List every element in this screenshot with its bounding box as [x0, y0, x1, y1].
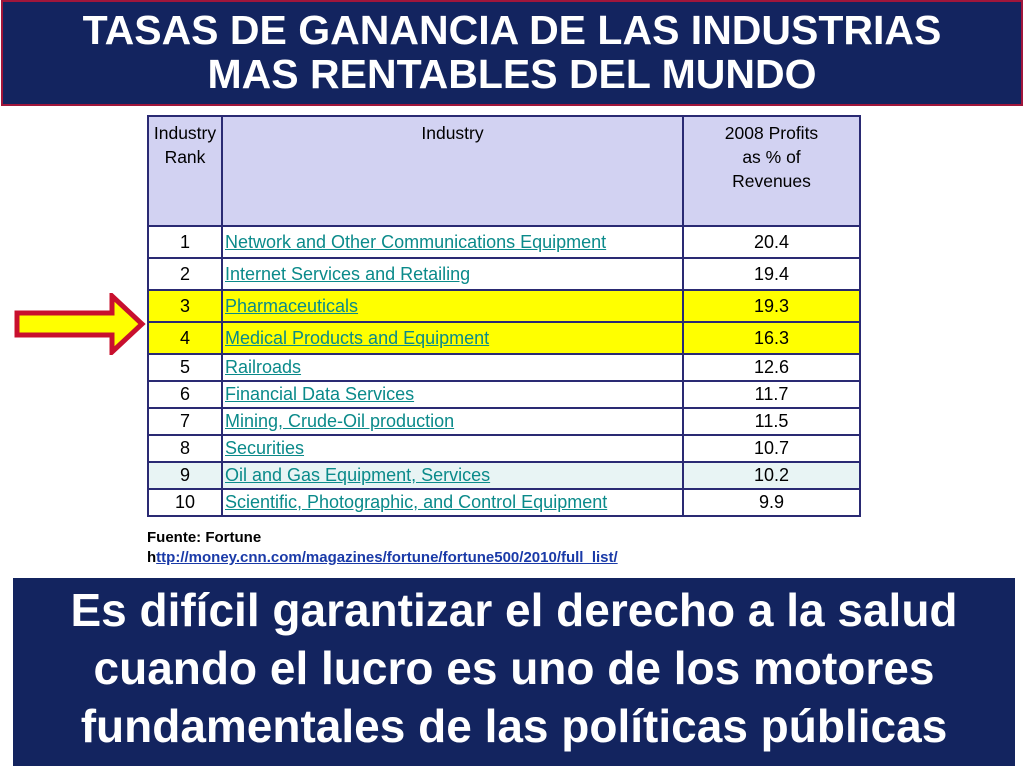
industry-link[interactable]: Railroads: [225, 357, 302, 377]
table-row: 7 Mining, Crude-Oil production 11.5: [147, 407, 861, 436]
rank-cell: 3: [147, 289, 223, 323]
value-cell: 16.3: [682, 321, 861, 355]
statement-line-2: cuando el lucro es uno de los motores: [93, 642, 935, 694]
industry-cell: Securities: [221, 434, 684, 463]
header-profits-percent: 2008 Profits as % of Revenues: [682, 115, 861, 227]
table-row-highlighted: 3 Pharmaceuticals 19.3: [147, 289, 861, 323]
value-cell: 11.7: [682, 380, 861, 409]
industry-cell: Network and Other Communications Equipme…: [221, 225, 684, 259]
industry-link[interactable]: Mining, Crude-Oil production: [225, 411, 455, 431]
source-url[interactable]: http://money.cnn.com/magazines/fortune/f…: [147, 549, 618, 566]
industry-link[interactable]: Securities: [225, 438, 305, 458]
source-link[interactable]: ttp://money.cnn.com/magazines/fortune/fo…: [156, 549, 618, 566]
table-row: 9 Oil and Gas Equipment, Services 10.2: [147, 461, 861, 490]
table-row: 8 Securities 10.7: [147, 434, 861, 463]
value-cell: 10.2: [682, 461, 861, 490]
title-line-2: MAS RENTABLES DEL MUNDO: [207, 51, 817, 97]
value-cell: 19.4: [682, 257, 861, 291]
table-header-row: Industry Rank Industry 2008 Profits as %…: [147, 115, 861, 227]
rank-cell: 1: [147, 225, 223, 259]
right-arrow-icon: [14, 293, 146, 355]
source-note: Fuente: Fortune http://money.cnn.com/mag…: [147, 528, 618, 568]
statement-line-1: Es difícil garantizar el derecho a la sa…: [70, 584, 958, 636]
industry-cell: Oil and Gas Equipment, Services: [221, 461, 684, 490]
industry-cell: Mining, Crude-Oil production: [221, 407, 684, 436]
rank-cell: 5: [147, 353, 223, 382]
industry-link[interactable]: Medical Products and Equipment: [225, 327, 490, 348]
industry-cell: Pharmaceuticals: [221, 289, 684, 323]
statement-line-3: fundamentales de las políticas públicas: [80, 700, 948, 752]
slide-title: TASAS DE GANANCIA DE LAS INDUSTRIAS MAS …: [1, 0, 1023, 106]
header-industry-rank: Industry Rank: [147, 115, 223, 227]
table-row: 6 Financial Data Services 11.7: [147, 380, 861, 409]
rank-cell: 7: [147, 407, 223, 436]
industry-link[interactable]: Scientific, Photographic, and Control Eq…: [225, 492, 608, 512]
value-cell: 19.3: [682, 289, 861, 323]
industry-link[interactable]: Internet Services and Retailing: [225, 263, 471, 284]
industry-link[interactable]: Pharmaceuticals: [225, 295, 359, 316]
rank-cell: 2: [147, 257, 223, 291]
value-cell: 12.6: [682, 353, 861, 382]
table-row: 10 Scientific, Photographic, and Control…: [147, 488, 861, 517]
table-row: 2 Internet Services and Retailing 19.4: [147, 257, 861, 291]
source-label: Fuente: Fortune: [147, 529, 262, 546]
value-cell: 9.9: [682, 488, 861, 517]
industry-link[interactable]: Network and Other Communications Equipme…: [225, 231, 607, 252]
table-row: 1 Network and Other Communications Equip…: [147, 225, 861, 259]
rank-cell: 4: [147, 321, 223, 355]
rank-cell: 6: [147, 380, 223, 409]
header-industry: Industry: [221, 115, 684, 227]
value-cell: 11.5: [682, 407, 861, 436]
table-row: 5 Railroads 12.6: [147, 353, 861, 382]
industry-cell: Railroads: [221, 353, 684, 382]
statement-box: Es difícil garantizar el derecho a la sa…: [13, 578, 1015, 766]
rank-cell: 10: [147, 488, 223, 517]
title-line-1: TASAS DE GANANCIA DE LAS INDUSTRIAS: [82, 7, 942, 53]
industry-cell: Scientific, Photographic, and Control Eq…: [221, 488, 684, 517]
industry-link[interactable]: Oil and Gas Equipment, Services: [225, 465, 491, 485]
value-cell: 20.4: [682, 225, 861, 259]
industry-link[interactable]: Financial Data Services: [225, 384, 415, 404]
industry-profit-table: Industry Rank Industry 2008 Profits as %…: [147, 115, 861, 517]
rank-cell: 9: [147, 461, 223, 490]
industry-cell: Medical Products and Equipment: [221, 321, 684, 355]
table-row-highlighted: 4 Medical Products and Equipment 16.3: [147, 321, 861, 355]
rank-cell: 8: [147, 434, 223, 463]
industry-cell: Financial Data Services: [221, 380, 684, 409]
industry-cell: Internet Services and Retailing: [221, 257, 684, 291]
value-cell: 10.7: [682, 434, 861, 463]
